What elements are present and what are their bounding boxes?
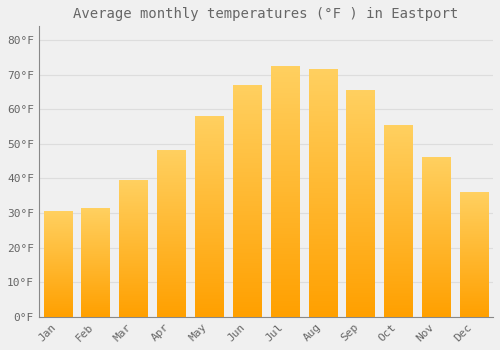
Bar: [233, 85, 261, 317]
Bar: [195, 116, 224, 317]
Bar: [384, 125, 412, 317]
Bar: [157, 151, 186, 317]
Bar: [422, 158, 450, 317]
Title: Average monthly temperatures (°F ) in Eastport: Average monthly temperatures (°F ) in Ea…: [74, 7, 458, 21]
Bar: [119, 180, 148, 317]
Bar: [308, 70, 337, 317]
Bar: [460, 192, 488, 317]
Bar: [346, 90, 375, 317]
Bar: [44, 211, 72, 317]
Bar: [82, 208, 110, 317]
Bar: [270, 66, 299, 317]
